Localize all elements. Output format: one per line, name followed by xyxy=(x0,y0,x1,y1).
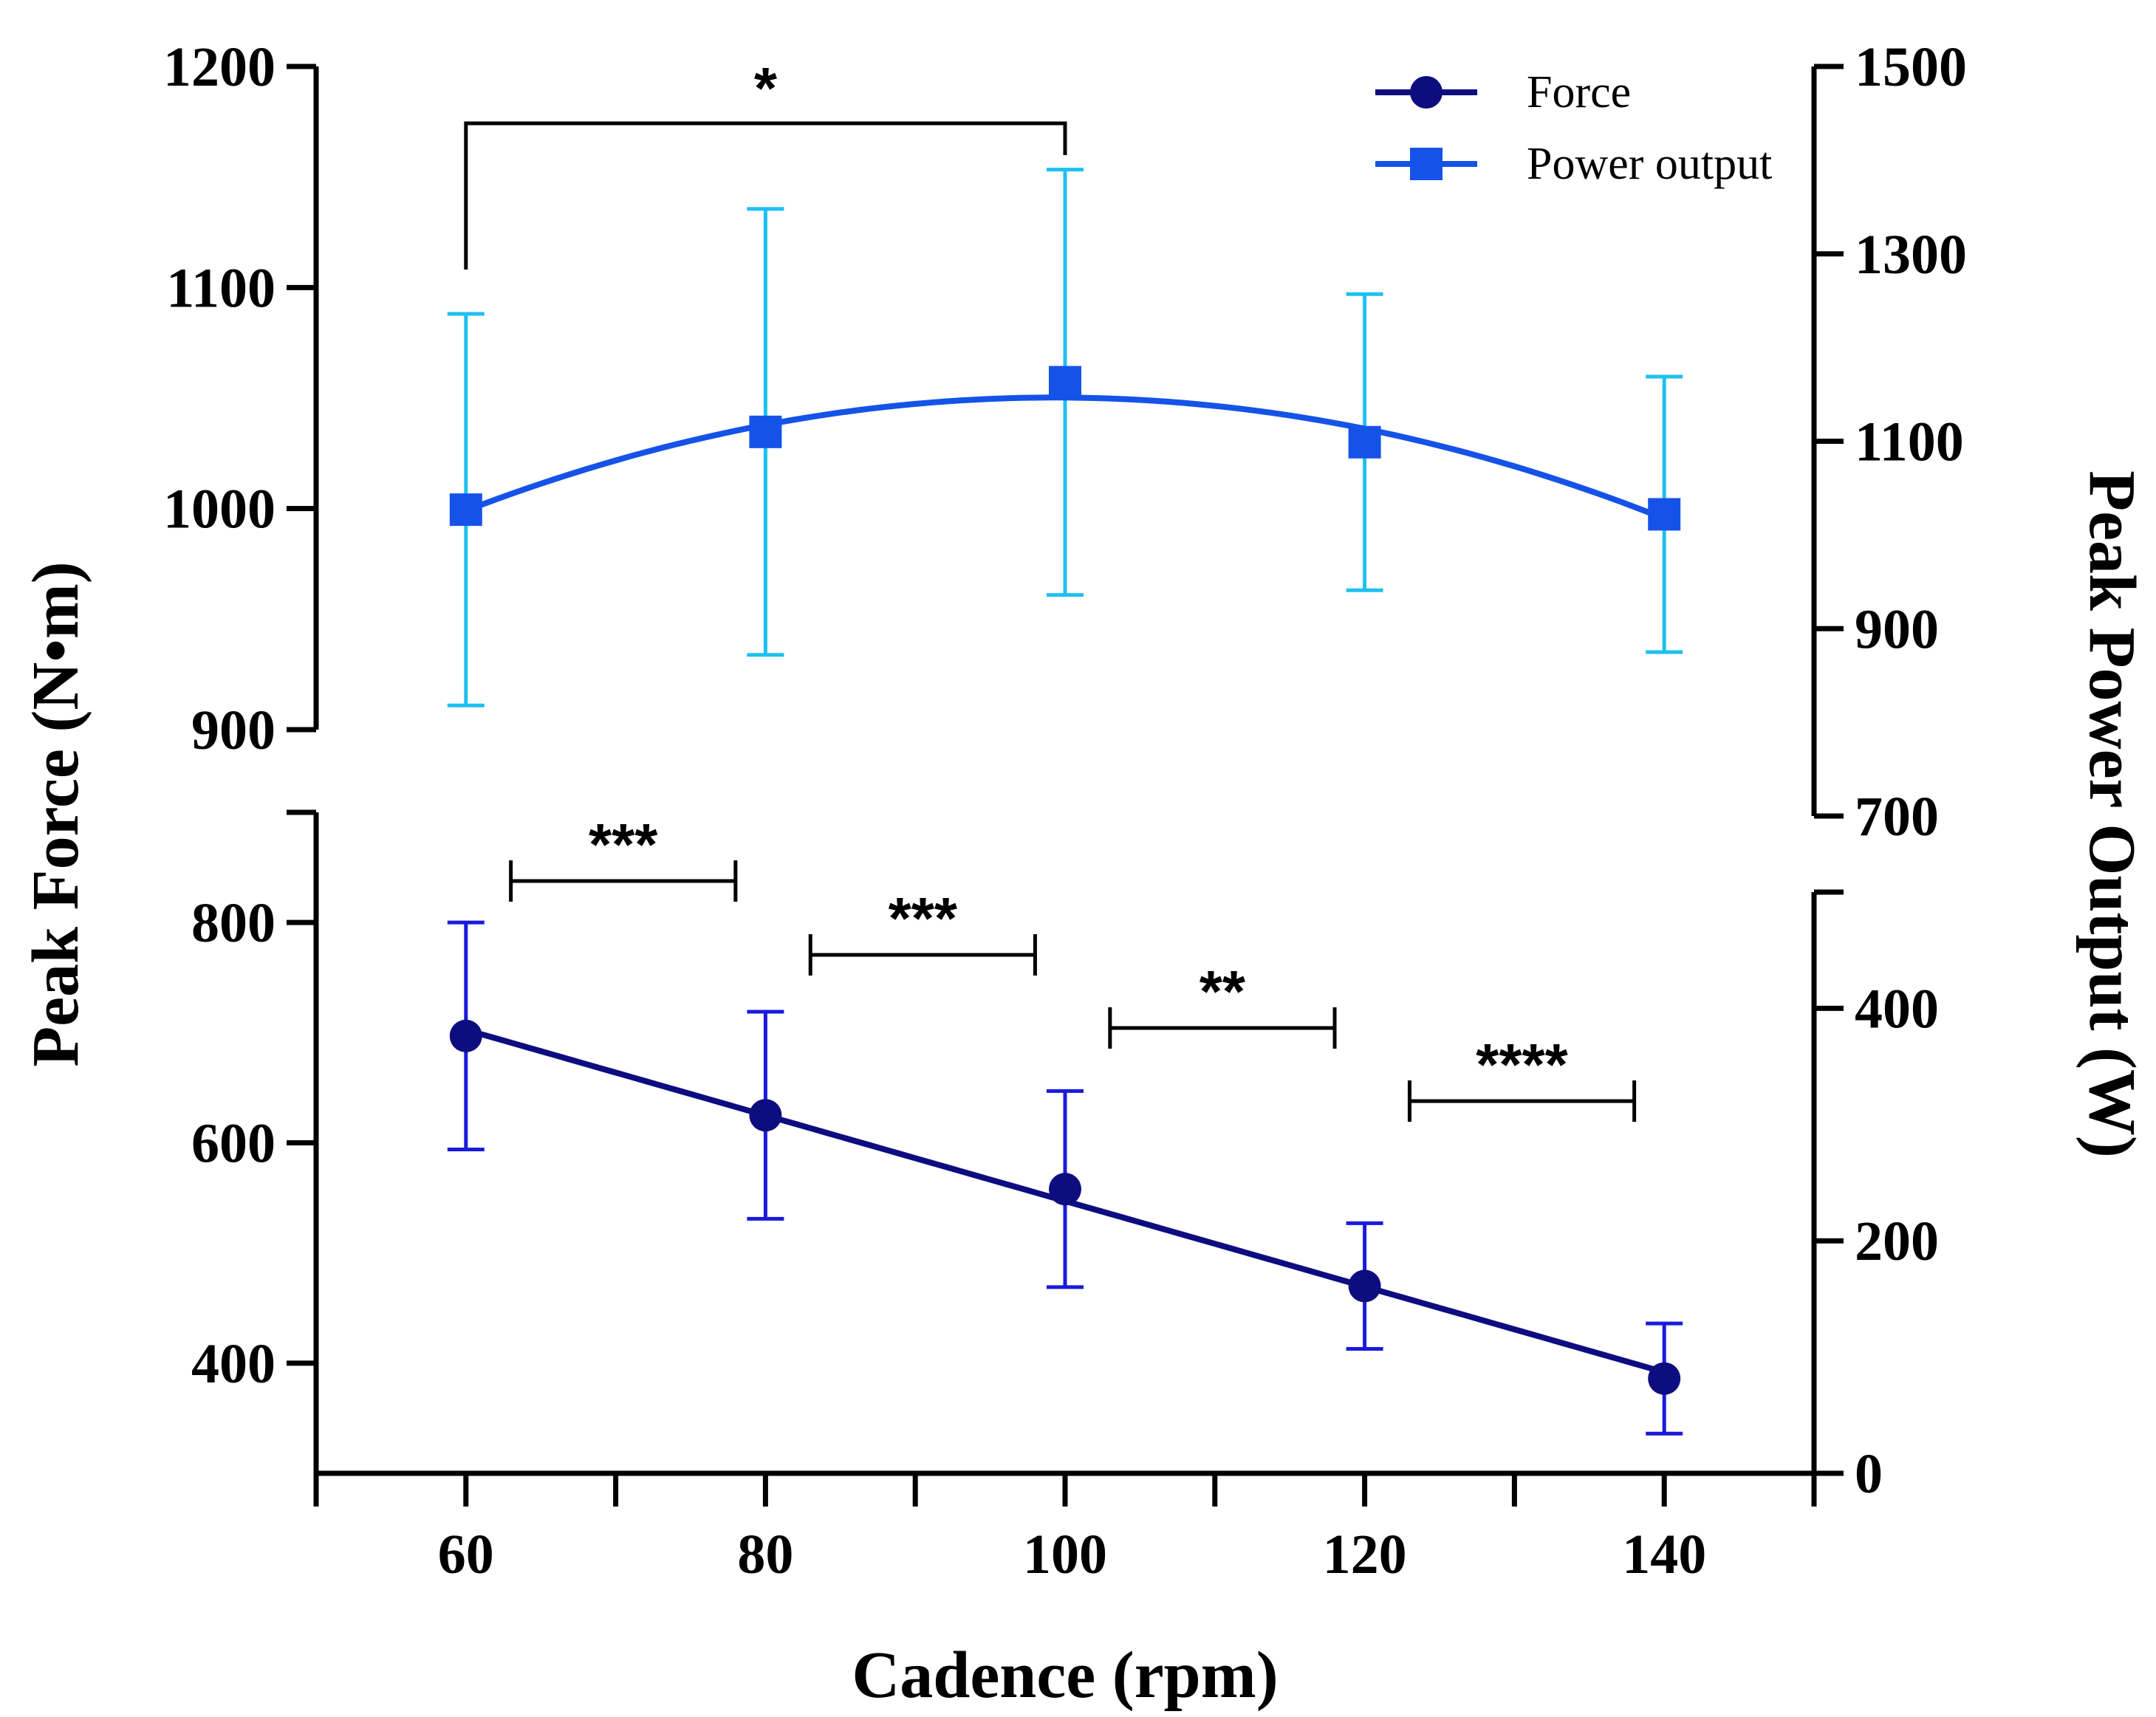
left-axis-title: Peak Force (N•m) xyxy=(19,561,92,1067)
significance-label: ** xyxy=(1200,959,1246,1024)
significance-label: * xyxy=(754,55,778,121)
right-axis-title: Peak Power Output (W) xyxy=(2075,470,2149,1158)
right-axis-tick-label: 400 xyxy=(1855,978,1939,1040)
right-axis-tick-label: 900 xyxy=(1855,598,1939,660)
right-axis-tick-label: 1500 xyxy=(1855,36,1967,98)
force-point xyxy=(449,1019,482,1052)
left-axis-tick-label: 1200 xyxy=(163,36,276,98)
left-axis-tick-label: 800 xyxy=(191,892,276,954)
force-point xyxy=(1049,1173,1081,1206)
x-axis-tick-label: 100 xyxy=(1023,1524,1107,1586)
power-output-point xyxy=(1648,498,1681,531)
force-point xyxy=(1648,1362,1681,1395)
left-axis-tick-label: 400 xyxy=(191,1333,276,1395)
right-axis-tick-label: 200 xyxy=(1855,1210,1939,1272)
left-axis-tick-label: 1100 xyxy=(166,257,276,319)
left-axis-tick-label: 600 xyxy=(191,1113,276,1175)
power-output-point xyxy=(749,415,782,448)
power-output-point xyxy=(1049,366,1081,399)
right-axis-tick-label: 1100 xyxy=(1855,411,1964,473)
power-output-point xyxy=(449,493,482,527)
significance-label: **** xyxy=(1476,1032,1568,1097)
legend-power-output-marker xyxy=(1410,148,1443,180)
legend: Force Power output xyxy=(1375,67,1772,189)
significance-label: *** xyxy=(889,885,958,951)
right-axis-tick-label: 700 xyxy=(1855,786,1939,848)
x-axis-tick-label: 60 xyxy=(438,1524,494,1586)
force-point xyxy=(749,1099,782,1132)
significance-annotations: ************* xyxy=(464,55,1637,1122)
x-axis-title: Cadence (rpm) xyxy=(852,1639,1278,1712)
data-markers xyxy=(449,366,1681,1395)
x-axis-tick-label: 80 xyxy=(737,1524,793,1586)
legend-force-marker xyxy=(1410,76,1443,109)
left-axis-tick-label: 900 xyxy=(191,699,276,761)
significance-bracket xyxy=(464,121,1067,270)
left-axis-tick-label: 1000 xyxy=(163,479,276,541)
legend-force-label: Force xyxy=(1527,67,1631,117)
x-axis-tick-label: 120 xyxy=(1323,1524,1407,1586)
legend-power-output-label: Power output xyxy=(1527,139,1772,189)
x-axis-tick-label: 140 xyxy=(1622,1524,1706,1586)
right-axis-tick-label: 0 xyxy=(1855,1443,1883,1505)
significance-label: *** xyxy=(589,812,658,877)
error-bars xyxy=(447,168,1683,1436)
right-axis-tick-label: 1300 xyxy=(1855,224,1967,286)
axes: 9001000110012004006008007009001100130015… xyxy=(163,36,1967,1586)
force-point xyxy=(1348,1269,1381,1303)
power-output-point xyxy=(1348,425,1381,459)
